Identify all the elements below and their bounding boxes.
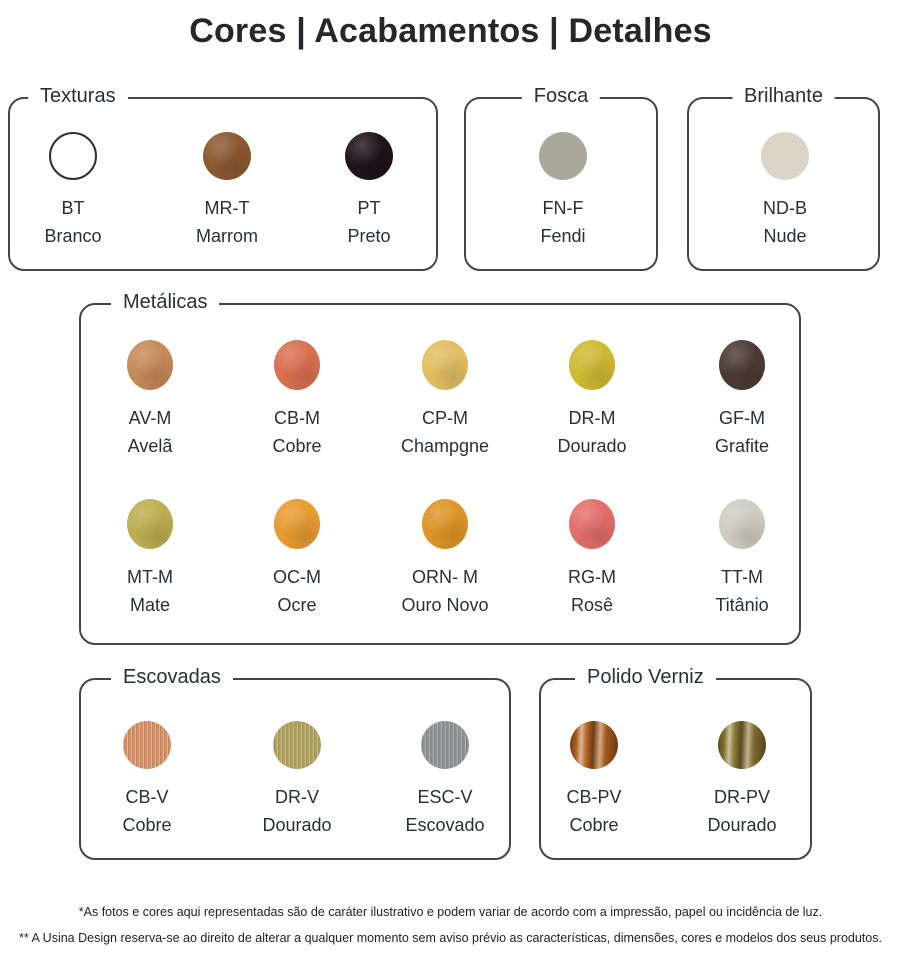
color-circle-rgm xyxy=(569,499,615,549)
swatch-code: CB-PV xyxy=(566,787,622,807)
swatch-gfm-grafite: GF-M Grafite xyxy=(677,340,807,460)
swatch-cbpv-cobre: CB-PV Cobre xyxy=(534,721,654,839)
swatch-name: Cobre xyxy=(122,815,172,835)
swatch-avm-avela: AV-M Avelã xyxy=(85,340,215,460)
swatch-name: Rosê xyxy=(570,595,614,615)
swatch-code: OC-M xyxy=(273,567,321,587)
swatch-ocm-ocre: OC-M Ocre xyxy=(232,499,362,619)
swatch-name: Dourado xyxy=(262,815,332,835)
swatch-name: Titânio xyxy=(715,595,769,615)
group-polido-verniz-label: Polido Verniz xyxy=(575,666,716,689)
swatch-name: Grafite xyxy=(714,436,770,456)
swatch-name: Preto xyxy=(347,226,391,246)
swatch-code: ESC-V xyxy=(417,787,473,807)
swatch-cpm-champgne: CP-M Champgne xyxy=(380,340,510,460)
swatch-bt-branco: BT Branco xyxy=(8,132,138,250)
swatch-name: Cobre xyxy=(272,436,322,456)
swatch-code: ORN- M xyxy=(412,567,478,587)
footnotes: *As fotos e cores aqui representadas são… xyxy=(0,899,901,951)
swatch-name: Ouro Novo xyxy=(401,595,489,615)
color-circle-mrt xyxy=(203,132,251,180)
swatch-fnf-fendi: FN-F Fendi xyxy=(498,132,628,250)
swatch-drm-dourado: DR-M Dourado xyxy=(527,340,657,460)
color-circle-escv xyxy=(421,721,469,769)
swatch-name: Branco xyxy=(44,226,102,246)
swatch-escv-escovado: ESC-V Escovado xyxy=(380,721,510,839)
swatch-ndb-nude: ND-B Nude xyxy=(720,132,850,250)
swatch-code: RG-M xyxy=(568,567,616,587)
color-circle-cbm xyxy=(274,340,320,390)
swatch-name: Dourado xyxy=(557,436,627,456)
swatch-name: Avelã xyxy=(127,436,173,456)
color-circle-drpv xyxy=(718,721,766,769)
swatch-code: MT-M xyxy=(127,567,173,587)
swatch-name: Cobre xyxy=(569,815,619,835)
color-circle-ocm xyxy=(274,499,320,549)
color-circle-mtm xyxy=(127,499,173,549)
group-escovadas-label: Escovadas xyxy=(111,666,233,689)
group-texturas-label: Texturas xyxy=(28,85,128,108)
swatch-mtm-mate: MT-M Mate xyxy=(85,499,215,619)
color-circle-ornm xyxy=(422,499,468,549)
color-circle-ndb xyxy=(761,132,809,180)
group-metalicas-label: Metálicas xyxy=(111,291,220,314)
swatch-cbv-cobre: CB-V Cobre xyxy=(82,721,212,839)
color-circle-bt xyxy=(49,132,97,180)
swatch-code: CB-V xyxy=(125,787,169,807)
color-circle-cbv xyxy=(123,721,171,769)
group-escovadas: Escovadas CB-V Cobre DR-V Dourado ESC-V … xyxy=(79,666,511,860)
swatch-code: MR-T xyxy=(204,198,250,218)
swatch-code: CP-M xyxy=(422,408,468,428)
swatch-name: Mate xyxy=(129,595,171,615)
group-brilhante-label: Brilhante xyxy=(732,85,835,108)
swatch-code: CB-M xyxy=(274,408,320,428)
color-circle-pt xyxy=(345,132,393,180)
swatch-name: Dourado xyxy=(707,815,777,835)
swatch-ornm-ouro-novo: ORN- M Ouro Novo xyxy=(380,499,510,619)
swatch-name: Marrom xyxy=(196,226,258,246)
group-brilhante: Brilhante ND-B Nude xyxy=(687,85,880,271)
swatch-code: GF-M xyxy=(719,408,765,428)
swatch-code: FN-F xyxy=(542,198,584,218)
swatch-code: DR-V xyxy=(275,787,319,807)
swatch-name: Fendi xyxy=(540,226,586,246)
page-title: Cores | Acabamentos | Detalhes xyxy=(189,12,712,50)
color-circle-cbpv xyxy=(570,721,618,769)
swatch-code: DR-M xyxy=(568,408,616,428)
swatch-rgm-rose: RG-M Rosê xyxy=(527,499,657,619)
color-circle-avm xyxy=(127,340,173,390)
footnote-1: *As fotos e cores aqui representadas são… xyxy=(78,905,823,919)
swatch-code: TT-M xyxy=(721,567,763,587)
swatch-code: DR-PV xyxy=(713,787,770,807)
group-metalicas: Metálicas AV-M Avelã CB-M Cobre CP-M Cha… xyxy=(79,291,801,645)
color-circle-cpm xyxy=(422,340,468,390)
swatch-code: BT xyxy=(61,198,85,218)
footnote-2: ** A Usina Design reserva-se ao direito … xyxy=(19,931,882,945)
swatch-cbm-cobre: CB-M Cobre xyxy=(232,340,362,460)
color-circle-fnf xyxy=(539,132,587,180)
swatch-drpv-dourado: DR-PV Dourado xyxy=(682,721,802,839)
swatch-pt-preto: PT Preto xyxy=(304,132,434,250)
swatch-code: PT xyxy=(357,198,381,218)
swatch-drv-dourado: DR-V Dourado xyxy=(232,721,362,839)
swatch-code: ND-B xyxy=(763,198,807,218)
color-circle-drv xyxy=(273,721,321,769)
group-texturas: Texturas BT Branco MR-T Marrom PT Preto xyxy=(8,85,438,271)
swatch-name: Nude xyxy=(763,226,807,246)
color-circle-drm xyxy=(569,340,615,390)
swatch-name: Ocre xyxy=(277,595,317,615)
swatch-name: Champgne xyxy=(400,436,490,456)
swatch-code: AV-M xyxy=(128,408,172,428)
color-circle-gfm xyxy=(719,340,765,390)
color-circle-ttm xyxy=(719,499,765,549)
group-fosca-label: Fosca xyxy=(521,85,601,108)
swatch-ttm-titanio: TT-M Titânio xyxy=(677,499,807,619)
swatch-name: Escovado xyxy=(405,815,485,835)
group-polido-verniz: Polido Verniz CB-PV Cobre DR-PV Dourado xyxy=(539,666,812,860)
group-fosca: Fosca FN-F Fendi xyxy=(464,85,658,271)
swatch-mrt-marrom: MR-T Marrom xyxy=(162,132,292,250)
